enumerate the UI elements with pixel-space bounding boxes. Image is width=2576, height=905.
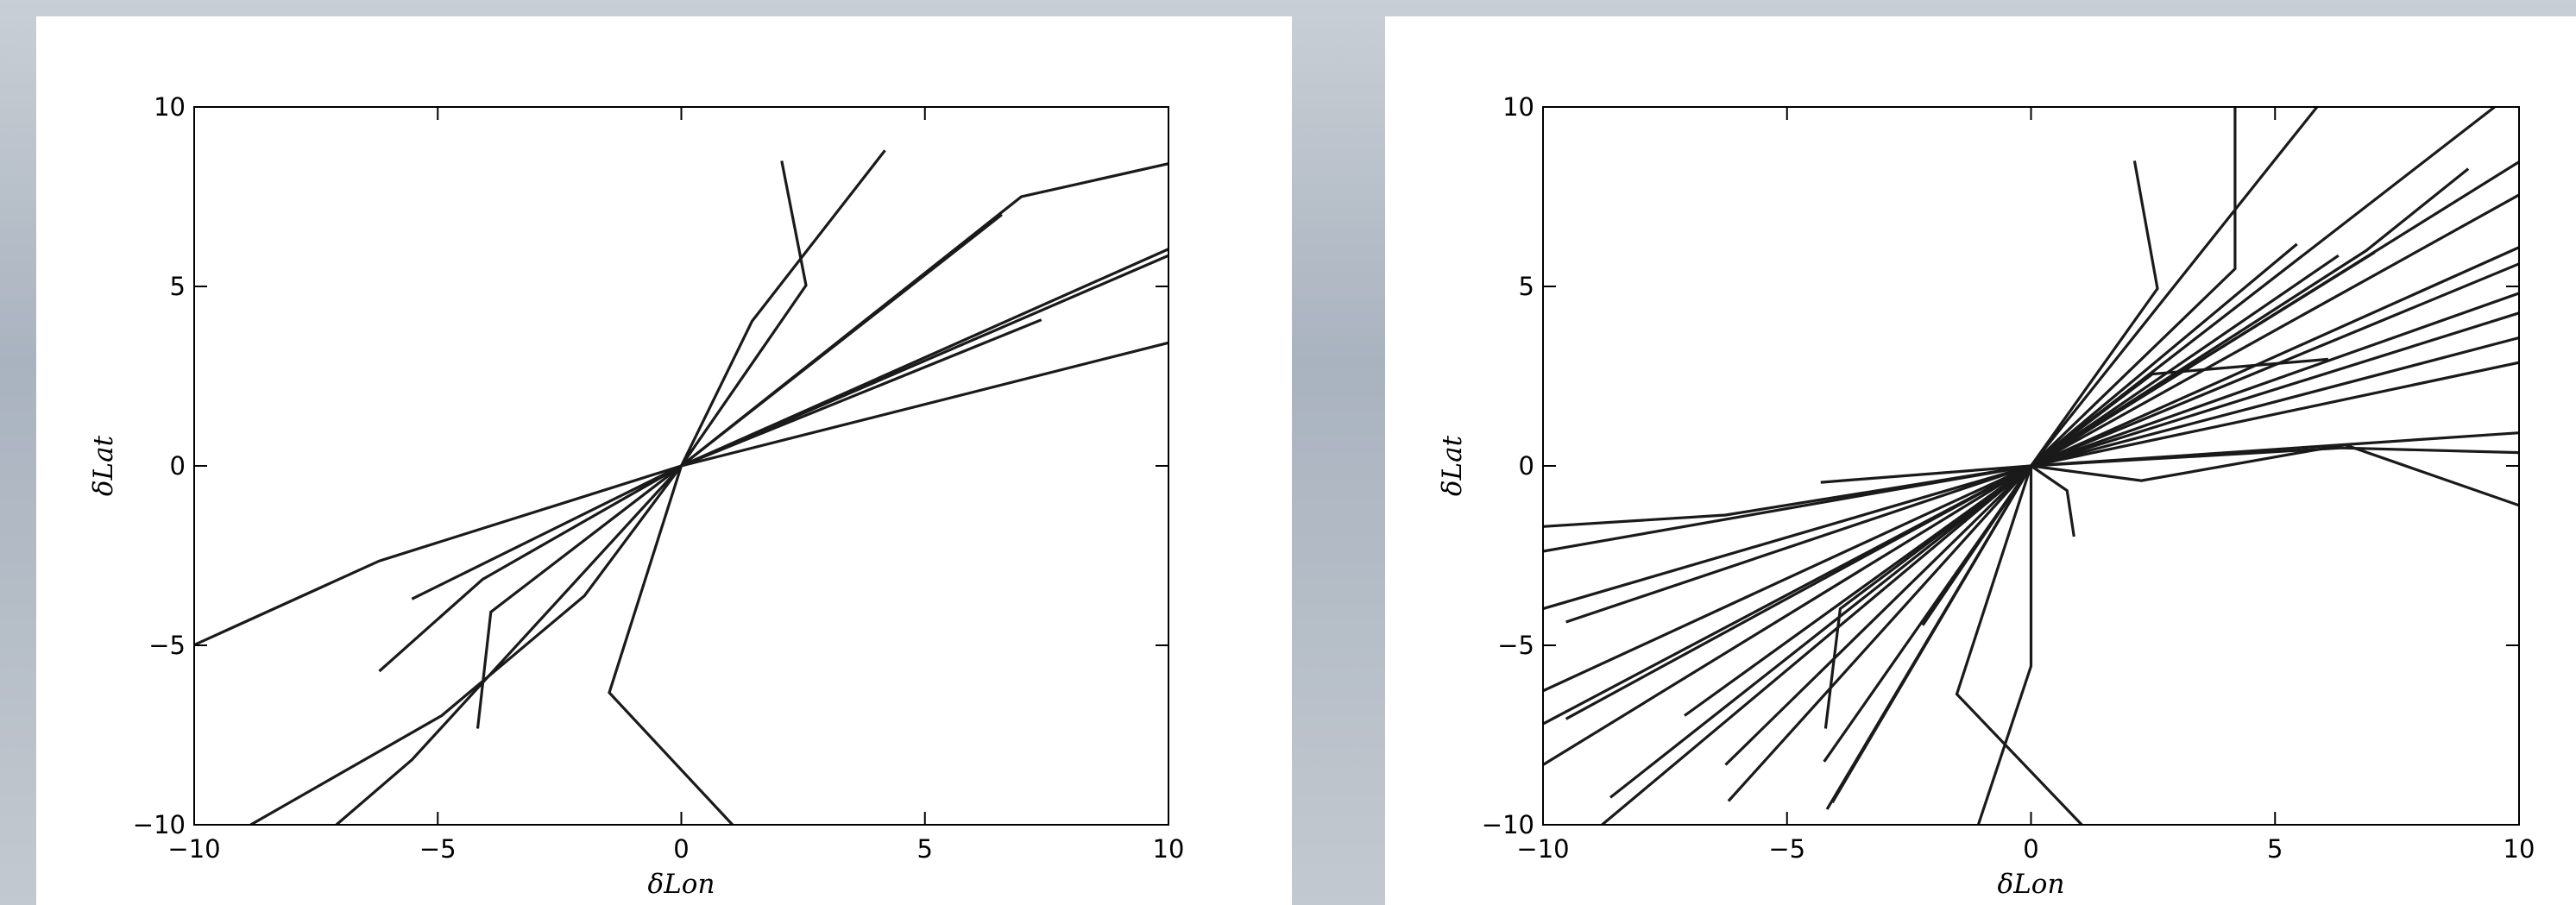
x-tick-label: 0 bbox=[673, 834, 689, 864]
x-tick-label: 5 bbox=[2267, 834, 2283, 864]
x-tick-label: 10 bbox=[1153, 834, 1185, 864]
y-tick-label: 10 bbox=[1502, 92, 1534, 122]
panel bbox=[1385, 16, 2576, 905]
y-tick-label: 5 bbox=[1519, 272, 1534, 301]
y-axis-label: δLat bbox=[88, 435, 119, 496]
y-tick-label: 0 bbox=[1519, 451, 1534, 481]
panel bbox=[36, 16, 1292, 905]
y-axis-label: δLat bbox=[1437, 435, 1468, 496]
x-tick-label: 0 bbox=[2023, 834, 2038, 864]
y-tick-label: −10 bbox=[1482, 810, 1534, 839]
y-tick-label: −10 bbox=[133, 810, 186, 839]
y-tick-label: −5 bbox=[148, 631, 186, 660]
page: −10−50510−10−50510δLonδLat−10−50510−10−5… bbox=[0, 0, 2576, 905]
x-axis-label: δLon bbox=[1998, 869, 2065, 900]
y-tick-label: 0 bbox=[170, 451, 186, 481]
x-tick-label: 10 bbox=[2504, 834, 2535, 864]
y-tick-label: −5 bbox=[1497, 631, 1534, 660]
figure: −10−50510−10−50510δLonδLat−10−50510−10−5… bbox=[0, 0, 2576, 905]
x-tick-label: −5 bbox=[419, 834, 457, 864]
y-tick-label: 5 bbox=[170, 272, 186, 301]
y-tick-label: 10 bbox=[154, 92, 186, 122]
x-tick-label: 5 bbox=[917, 834, 933, 864]
x-tick-label: −5 bbox=[1768, 834, 1805, 864]
x-axis-label: δLon bbox=[648, 869, 715, 900]
